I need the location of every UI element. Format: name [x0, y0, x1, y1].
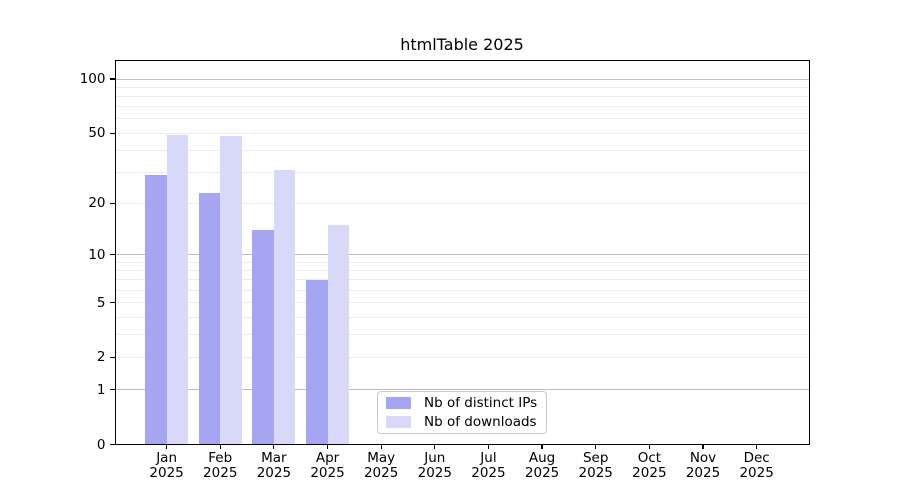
gridline-minor [114, 118, 810, 120]
y-tick-mark [109, 78, 115, 80]
x-tick-mark [487, 444, 490, 449]
x-tick-label-jul: Jul 2025 [471, 449, 506, 481]
y-tick-label-2: 2 [96, 349, 106, 366]
x-tick-label-jun: Jun 2025 [417, 449, 452, 481]
gridline-minor [114, 289, 810, 291]
gridline-minor [114, 86, 810, 88]
x-tick-mark [434, 444, 436, 449]
x-tick-mark [541, 444, 543, 449]
y-tick-mark [109, 132, 115, 134]
legend: Nb of distinct IPs Nb of downloads [377, 391, 547, 434]
x-tick-label-dec: Dec 2025 [739, 449, 774, 481]
x-tick-mark [219, 444, 221, 449]
bar-downloads-jan [166, 134, 189, 445]
gridline-minor [114, 334, 810, 336]
y-tick-label-5: 5 [96, 294, 106, 311]
x-tick-mark [166, 444, 168, 449]
x-tick-label-jan: Jan 2025 [149, 449, 184, 481]
x-tick-label-aug: Aug 2025 [524, 449, 560, 481]
x-tick-mark [595, 444, 597, 449]
legend-swatch-distinct-ips [386, 397, 411, 409]
x-tick-label-feb: Feb 2025 [203, 449, 238, 481]
x-tick-label-oct: Oct 2025 [632, 449, 667, 481]
legend-label-distinct-ips: Nb of distinct IPs [424, 395, 538, 411]
bar-distinct-ips-jan [145, 175, 167, 445]
y-tick-mark [109, 253, 115, 256]
x-tick-label-apr: Apr 2025 [310, 449, 345, 481]
y-tick-label-20: 20 [88, 195, 106, 212]
legend-swatch-downloads [386, 416, 411, 428]
x-tick-mark [756, 444, 758, 449]
gridline-minor [114, 172, 810, 174]
y-tick-mark [109, 389, 115, 391]
x-tick-mark [648, 444, 650, 449]
gridline-minor [114, 279, 810, 281]
plot-border [114, 60, 810, 445]
x-tick-mark [380, 444, 382, 449]
legend-label-downloads: Nb of downloads [424, 414, 537, 430]
gridline-minor [114, 149, 810, 151]
bar-downloads-apr [327, 224, 350, 445]
y-tick-mark [109, 443, 115, 446]
gridline-major [114, 78, 810, 80]
x-tick-mark [702, 444, 704, 449]
y-tick-label-100: 100 [79, 71, 106, 87]
gridline-minor [114, 356, 810, 358]
legend-item-distinct-ips: Nb of distinct IPs [386, 395, 538, 411]
x-tick-mark [273, 444, 275, 449]
x-tick-label-sep: Sep 2025 [578, 449, 613, 481]
y-tick-label-0: 0 [96, 436, 106, 453]
gridline-minor [114, 316, 810, 318]
bar-distinct-ips-feb [198, 192, 221, 445]
legend-item-downloads: Nb of downloads [386, 414, 538, 430]
gridline-minor [114, 269, 810, 271]
gridline-minor [114, 132, 810, 134]
gridline-minor [114, 261, 810, 263]
gridline-major [114, 389, 810, 391]
chart-title: htmlTable 2025 [400, 35, 524, 54]
x-tick-label-nov: Nov 2025 [685, 449, 721, 481]
y-tick-mark [109, 356, 115, 359]
y-tick-label-1: 1 [96, 381, 106, 398]
x-tick-label-may: May 2025 [363, 449, 399, 481]
gridline-minor [114, 95, 810, 97]
gridline-minor [114, 106, 810, 108]
bar-distinct-ips-mar [252, 230, 274, 445]
gridline-major [114, 254, 810, 256]
y-tick-mark [109, 202, 115, 204]
bar-downloads-feb [220, 136, 242, 445]
x-tick-label-mar: Mar 2025 [256, 449, 292, 481]
y-tick-mark [109, 301, 115, 304]
x-tick-mark [326, 444, 329, 449]
bar-distinct-ips-apr [306, 279, 328, 445]
y-tick-label-50: 50 [88, 125, 106, 142]
y-tick-label-10: 10 [88, 246, 106, 263]
gridline-minor [114, 202, 810, 204]
gridline-minor [114, 302, 810, 304]
bar-downloads-mar [273, 170, 296, 445]
